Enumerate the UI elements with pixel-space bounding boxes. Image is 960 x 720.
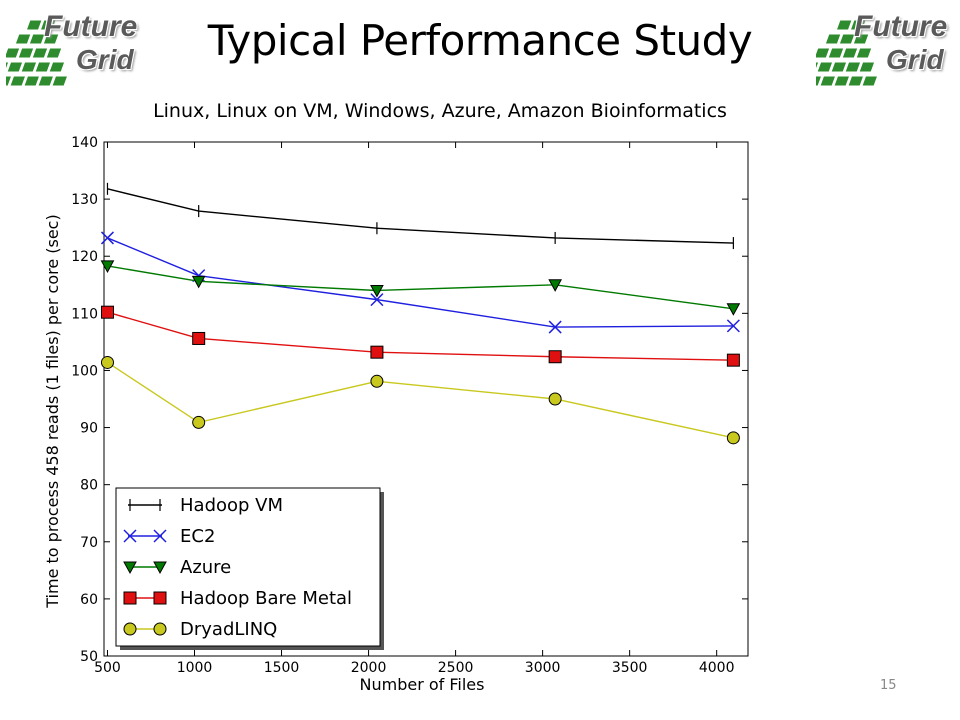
marker-shape: [123, 529, 137, 543]
marker-shape: [123, 622, 137, 636]
legend-marker-ec2: [153, 529, 167, 543]
marker-shape: [548, 392, 562, 406]
legend-marker-ec2: [123, 529, 137, 543]
data-point-dryadlinq: [192, 415, 206, 429]
legend-label-dryadlinq: DryadLINQ: [180, 619, 277, 640]
legend-marker-dryadlinq: [153, 622, 167, 636]
marker-shape: [100, 355, 114, 369]
y-tick-label: 60: [80, 592, 98, 608]
data-point-ec2: [100, 231, 115, 245]
grid-logo-graphic: [816, 19, 879, 87]
y-tick-label: 70: [80, 535, 98, 551]
data-point-hadoop-bare-metal: [370, 345, 384, 359]
legend-marker-hadoop-bare-metal: [123, 591, 137, 605]
legend-marker-dryadlinq: [123, 622, 137, 636]
marker-shape: [153, 529, 167, 543]
data-point-azure: [726, 303, 741, 316]
data-point-dryadlinq: [100, 355, 114, 369]
marker-shape: [100, 231, 115, 245]
data-point-hadoop-bare-metal: [100, 305, 114, 319]
futuregrid-logo-left: Future Grid: [6, 8, 142, 104]
x-tick-label: 3500: [612, 660, 648, 676]
logo-line2: Grid: [76, 44, 134, 75]
marker-shape: [726, 319, 740, 333]
marker-shape: [191, 275, 206, 289]
data-point-azure: [191, 275, 206, 289]
y-tick-label: 50: [80, 649, 98, 665]
y-tick-label: 110: [71, 306, 98, 322]
legend-label-ec2: EC2: [180, 526, 215, 547]
x-tick-label: 2500: [438, 660, 474, 676]
marker-shape: [123, 591, 137, 605]
x-tick-label: 4000: [699, 660, 735, 676]
x-tick-label: 1000: [177, 660, 213, 676]
marker-shape: [100, 305, 114, 319]
legend-marker-hadoop-bare-metal: [153, 591, 167, 605]
marker-shape: [123, 561, 137, 575]
marker-shape: [548, 320, 562, 334]
marker-shape: [726, 353, 740, 367]
data-point-dryadlinq: [726, 431, 740, 445]
x-axis-title: Number of Files: [360, 675, 485, 694]
data-point-ec2: [726, 319, 740, 333]
slide-title: Typical Performance Study: [207, 16, 753, 65]
logo-line1: Future: [854, 10, 948, 43]
marker-shape: [726, 431, 740, 445]
marker-shape: [548, 279, 562, 292]
legend-box: [115, 487, 381, 647]
legend-label-hadoop-vm: Hadoop VM: [180, 495, 283, 516]
y-tick-label: 90: [80, 421, 98, 437]
legend-label-hadoop-bare-metal: Hadoop Bare Metal: [180, 588, 352, 609]
data-point-ec2: [370, 293, 384, 307]
y-tick-label: 80: [80, 478, 98, 494]
page-number: 15: [880, 678, 897, 693]
marker-shape: [153, 591, 167, 605]
marker-shape: [192, 415, 206, 429]
legend-label-azure: Azure: [180, 557, 231, 578]
data-point-azure: [370, 284, 384, 298]
marker-shape: [100, 260, 115, 273]
marker-shape: [370, 374, 384, 388]
marker-shape: [726, 303, 741, 316]
y-tick-label: 130: [71, 192, 98, 208]
x-tick-label: 2000: [351, 660, 387, 676]
legend-marker-azure: [153, 561, 167, 575]
marker-shape: [370, 293, 384, 307]
legend-marker-azure: [123, 561, 137, 575]
data-point-ec2: [548, 320, 562, 334]
x-tick-label: 3000: [525, 660, 561, 676]
marker-shape: [370, 345, 384, 359]
x-tick-label: 1500: [264, 660, 300, 676]
marker-shape: [153, 622, 167, 636]
x-tick-label: 500: [94, 660, 121, 676]
data-point-dryadlinq: [548, 392, 562, 406]
data-point-hadoop-bare-metal: [548, 350, 562, 364]
data-point-azure: [548, 279, 562, 292]
data-point-dryadlinq: [370, 374, 384, 388]
grid-logo-graphic: [6, 19, 69, 87]
futuregrid-logo-right: Future Grid: [816, 8, 952, 104]
marker-shape: [192, 331, 206, 345]
y-tick-label: 120: [71, 249, 98, 265]
y-axis-title: Time to process 458 reads (1 files) per …: [43, 214, 62, 608]
data-point-hadoop-bare-metal: [192, 331, 206, 345]
logo-line2: Grid: [886, 44, 944, 75]
slide-subtitle: Linux, Linux on VM, Windows, Azure, Amaz…: [153, 100, 727, 122]
marker-shape: [548, 350, 562, 364]
y-tick-label: 100: [71, 363, 98, 379]
data-point-azure: [100, 260, 115, 273]
data-point-hadoop-bare-metal: [726, 353, 740, 367]
marker-shape: [370, 284, 384, 298]
logo-line1: Future: [44, 10, 138, 43]
y-tick-label: 140: [71, 135, 98, 151]
marker-shape: [153, 561, 167, 575]
